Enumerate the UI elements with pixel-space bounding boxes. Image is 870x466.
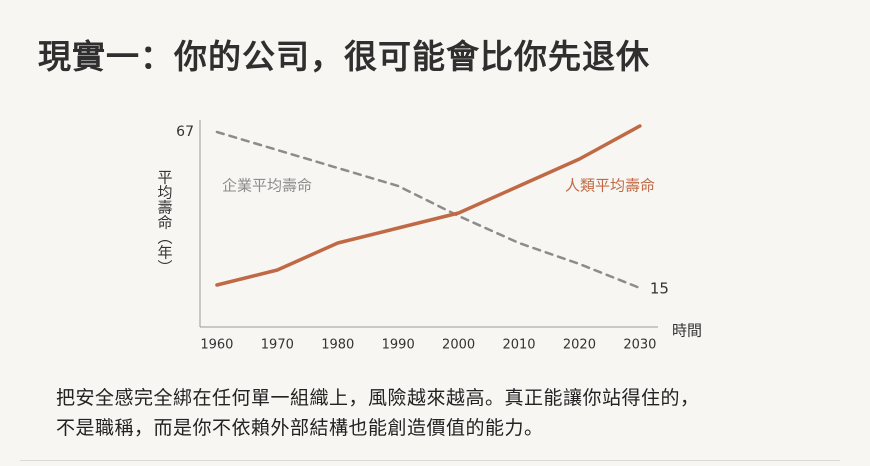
series-line xyxy=(215,124,642,287)
x-tick-label: 2020 xyxy=(563,338,596,353)
series-line xyxy=(215,130,642,290)
caption-line: 不是職稱，而是你不依賴外部結構也能創造價值的能力。 xyxy=(56,417,544,439)
x-tick-label: 1990 xyxy=(382,338,415,353)
y-tick-label: 67 xyxy=(176,124,194,140)
y-axis-label: 平均壽命（年） xyxy=(156,170,174,275)
x-tick-label: 1970 xyxy=(261,338,294,353)
x-tick-label: 2030 xyxy=(623,338,656,353)
caption-line: 把安全感完全綁在任何單一組織上，風險越來越高。真正能讓你站得住的， xyxy=(56,387,700,409)
x-tick-label: 2010 xyxy=(502,338,535,353)
chart: 平均壽命（年） 時間 67 1960 1970 1980 1990 2000 2010 202… xyxy=(156,120,702,353)
x-axis-label: 時間 xyxy=(672,322,702,340)
series-label: 人類平均壽命 xyxy=(565,177,655,195)
x-tick-label: 2000 xyxy=(442,338,475,353)
series-label: 企業平均壽命 xyxy=(222,177,312,195)
x-tick-label: 1980 xyxy=(321,338,354,353)
x-tick-label: 1960 xyxy=(200,338,233,353)
divider xyxy=(20,460,840,461)
data-label: 15 xyxy=(650,280,669,298)
slide-title: 現實一：你的公司，很可能會比你先退休 xyxy=(38,37,650,76)
